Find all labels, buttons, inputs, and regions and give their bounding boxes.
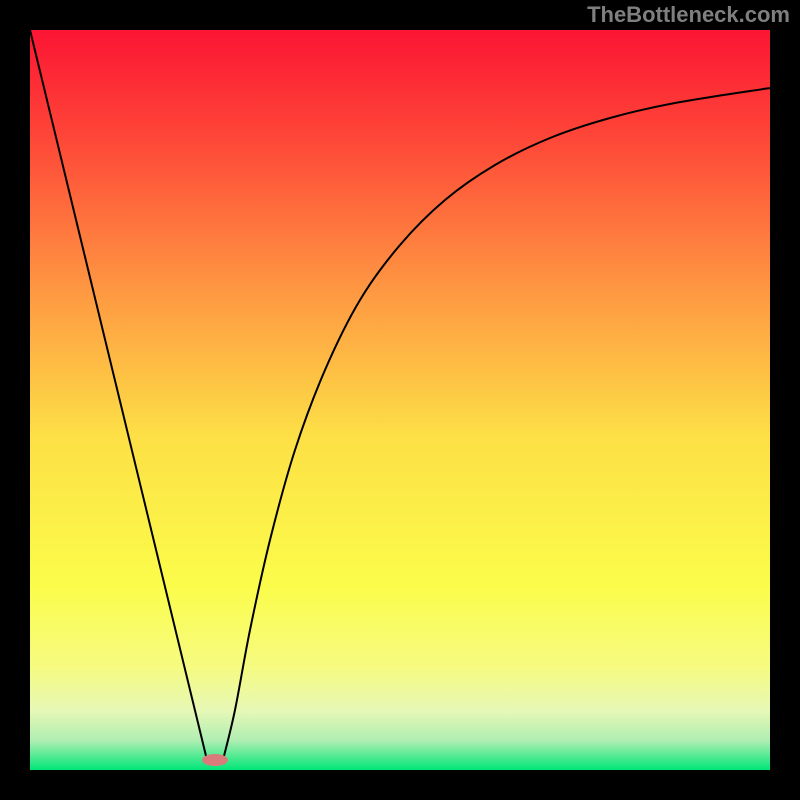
bottleneck-marker (202, 754, 228, 766)
plot-background (30, 30, 770, 770)
chart-svg (0, 0, 800, 800)
chart-container: TheBottleneck.com (0, 0, 800, 800)
watermark-text: TheBottleneck.com (587, 2, 790, 28)
